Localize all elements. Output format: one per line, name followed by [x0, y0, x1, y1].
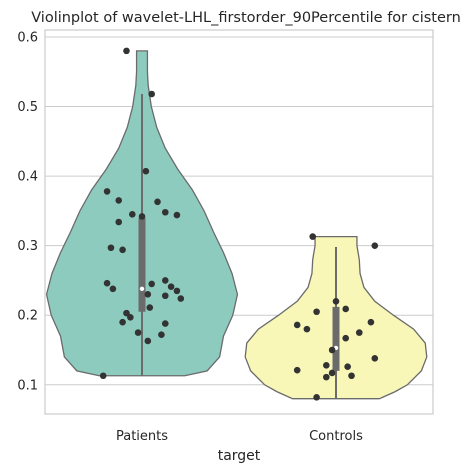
data-point-patients: [119, 246, 126, 254]
y-tick-label: 0.4: [17, 170, 38, 185]
data-point-controls: [342, 334, 350, 342]
data-point-patients: [144, 337, 152, 345]
iqr-box-patients: [138, 217, 146, 312]
data-point-controls: [293, 321, 301, 329]
x-tick-label-patients: Patients: [116, 429, 168, 444]
data-point-controls: [332, 298, 340, 305]
boxplots: [138, 94, 340, 399]
data-point-controls: [303, 325, 311, 333]
data-point-patients: [173, 211, 181, 219]
data-point-patients: [134, 329, 142, 336]
data-point-patients: [129, 211, 136, 218]
data-point-patients: [103, 188, 111, 195]
data-point-controls: [367, 318, 375, 326]
y-tick-labels: 0.1 0.2 0.3 0.4 0.5 0.6: [17, 30, 38, 393]
data-point-controls: [323, 362, 330, 369]
data-point-patients: [142, 167, 150, 175]
data-point-patients: [109, 285, 117, 293]
data-point-patients: [123, 47, 130, 55]
data-point-controls: [328, 369, 336, 377]
data-point-patients: [99, 372, 107, 380]
data-point-patients: [154, 198, 161, 206]
data-point-patients: [158, 331, 165, 338]
data-point-controls: [348, 372, 355, 380]
chart-title: Violinplot of wavelet-LHL_firstorder_90P…: [31, 10, 461, 26]
data-point-controls: [371, 242, 379, 249]
data-point-patients: [167, 283, 175, 290]
violins: [45, 50, 428, 400]
y-tick-label: 0.3: [17, 239, 38, 254]
data-point-patients: [138, 213, 146, 220]
data-points: [99, 47, 379, 401]
x-tick-label-controls: Controls: [309, 429, 363, 444]
data-point-patients: [148, 280, 155, 288]
data-point-controls: [313, 308, 320, 316]
data-point-patients: [146, 304, 154, 311]
data-point-patients: [127, 314, 134, 321]
data-point-controls: [313, 394, 320, 401]
y-tick-label: 0.6: [17, 30, 38, 45]
iqr-box-controls: [332, 306, 340, 371]
median-patients: [139, 286, 145, 291]
x-axis-label: target: [218, 448, 261, 464]
data-point-controls: [328, 346, 336, 354]
data-point-patients: [115, 218, 123, 226]
data-point-patients: [161, 292, 169, 300]
y-tick-label: 0.2: [17, 309, 38, 324]
data-point-controls: [323, 373, 330, 381]
data-point-controls: [309, 233, 317, 240]
data-point-patients: [161, 320, 169, 327]
data-point-controls: [355, 329, 363, 336]
data-point-controls: [293, 366, 301, 374]
data-point-patients: [148, 90, 155, 98]
data-point-patients: [107, 244, 115, 252]
data-point-patients: [144, 291, 152, 298]
data-point-patients: [177, 295, 185, 302]
data-point-controls: [342, 305, 350, 313]
data-point-patients: [123, 309, 130, 317]
plot-frame: [44, 29, 434, 415]
data-point-patients: [161, 277, 169, 284]
data-point-controls: [344, 363, 351, 370]
y-tick-label: 0.5: [17, 100, 38, 115]
data-point-patients: [115, 197, 123, 204]
data-point-controls: [371, 355, 379, 362]
data-point-patients: [103, 279, 111, 287]
data-point-patients: [161, 208, 169, 216]
data-point-patients: [119, 318, 126, 326]
data-point-patients: [173, 287, 181, 295]
y-tick-label: 0.1: [17, 378, 38, 393]
x-tick-labels: Patients Controls: [116, 429, 363, 444]
